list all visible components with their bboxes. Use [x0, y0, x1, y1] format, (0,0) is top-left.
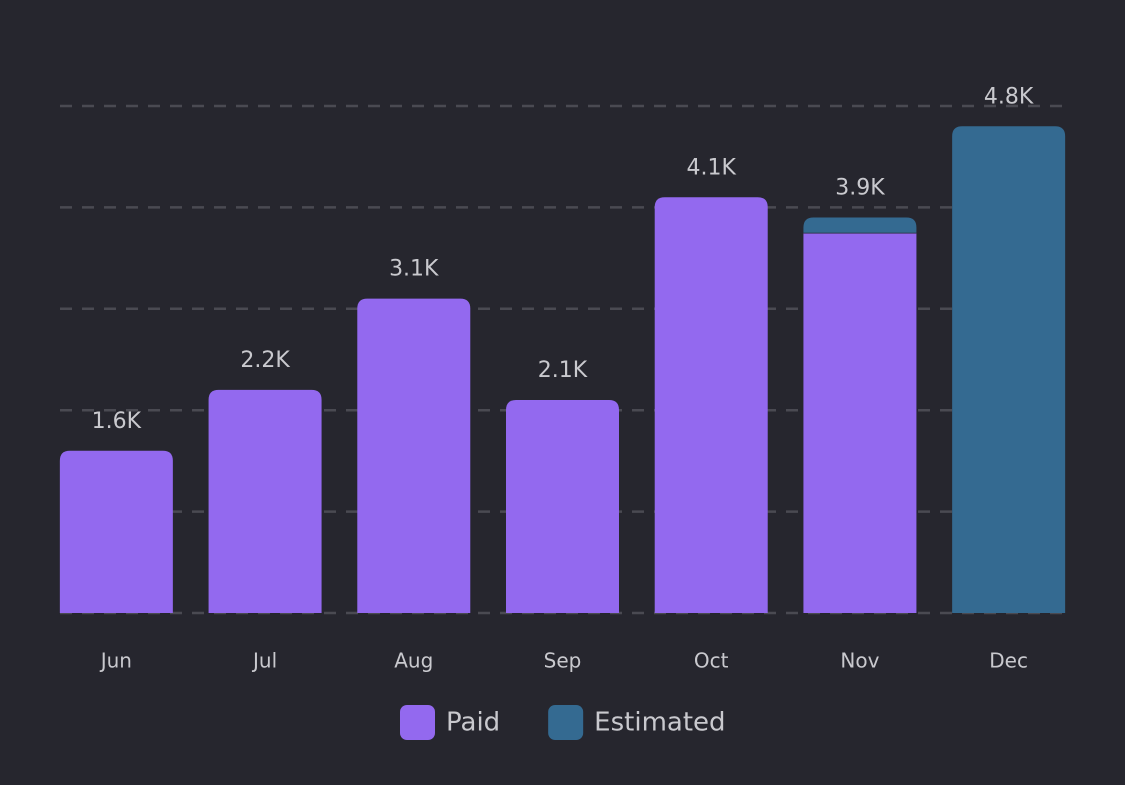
x-tick-label: Aug — [394, 649, 433, 673]
x-tick-label: Jul — [251, 649, 277, 673]
bar-segment — [357, 298, 471, 613]
total-label: 3.1K — [389, 257, 439, 282]
bar-segment — [803, 217, 917, 233]
bar-segment — [208, 389, 322, 613]
x-tick-label: Dec — [989, 649, 1028, 673]
total-label: 2.1K — [538, 358, 588, 383]
x-tick-label: Nov — [840, 649, 879, 673]
total-label: 4.1K — [687, 155, 737, 180]
total-label: 2.2K — [240, 348, 290, 373]
x-tick-label: Sep — [544, 649, 582, 673]
legend-swatch — [548, 705, 584, 740]
bar-segment — [952, 126, 1066, 613]
legend-label: Estimated — [594, 708, 725, 738]
x-tick-label: Jun — [99, 649, 132, 673]
legend-swatch — [400, 705, 435, 740]
total-label: 1.6K — [92, 409, 142, 434]
bar-segment — [506, 400, 619, 613]
bar-segment — [59, 450, 173, 613]
bar-segment — [803, 232, 917, 613]
x-tick-label: Oct — [694, 649, 729, 673]
total-label: 4.8K — [984, 84, 1034, 109]
bar-segment — [654, 197, 768, 613]
total-label: 3.9K — [835, 176, 885, 201]
legend-label: Paid — [446, 708, 500, 738]
